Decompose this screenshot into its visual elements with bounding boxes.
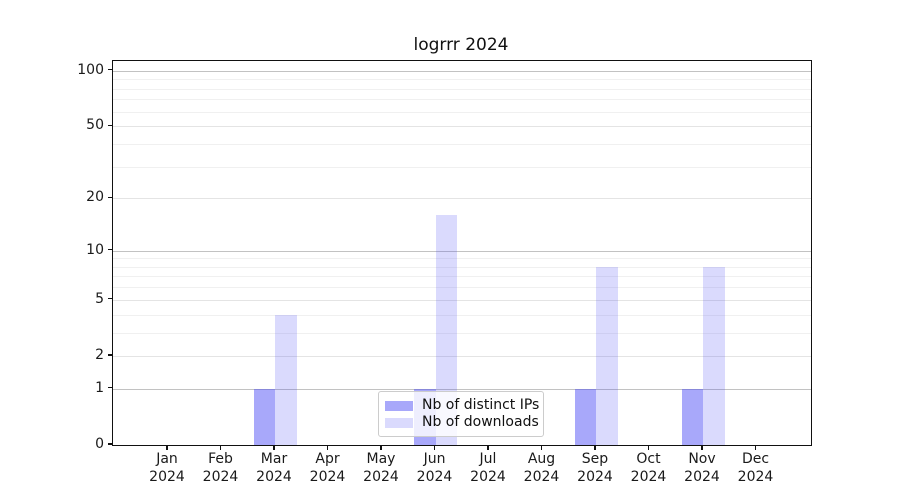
legend: Nb of distinct IPs Nb of downloads — [378, 391, 544, 437]
gridline-y-80 — [113, 88, 811, 90]
gridline-y-8 — [113, 266, 811, 268]
gridline-y-40 — [113, 143, 811, 145]
ytick-label-20: 20 — [86, 189, 104, 206]
bar-distinct-ips-nov — [681, 388, 703, 445]
ytick-label-100: 100 — [77, 61, 104, 78]
gridline-y-10 — [113, 250, 811, 252]
legend-label-distinct-ips: Nb of distinct IPs — [422, 397, 540, 413]
ytick-label-10: 10 — [86, 241, 104, 258]
xtick-label-may: May 2024 — [363, 451, 399, 485]
legend-label-downloads: Nb of downloads — [422, 414, 539, 430]
gridline-y-50 — [113, 126, 811, 128]
xtick-label-mar: Mar 2024 — [256, 451, 292, 485]
xtick-label-jan: Jan 2024 — [149, 451, 185, 485]
gridline-y-2 — [113, 355, 811, 357]
gridline-y-6 — [113, 287, 811, 289]
legend-swatch-downloads — [385, 417, 413, 428]
gridline-y-4 — [113, 314, 811, 316]
gridline-y-7 — [113, 276, 811, 278]
bar-downloads-jun — [435, 215, 457, 445]
chart-title: logrrr 2024 — [413, 35, 509, 55]
ytick-label-0: 0 — [95, 436, 104, 452]
xtick-label-oct: Oct 2024 — [630, 451, 667, 485]
bar-downloads-mar — [275, 314, 297, 445]
xtick-label-apr: Apr 2024 — [309, 451, 346, 485]
bar-distinct-ips-sep — [574, 388, 596, 445]
ytick-label-2: 2 — [95, 346, 104, 363]
xtick-label-dec: Dec 2024 — [737, 451, 774, 485]
xtick-label-nov: Nov 2024 — [684, 451, 720, 485]
gridline-y-70 — [113, 99, 811, 101]
xtick-label-sep: Sep 2024 — [577, 451, 613, 485]
legend-swatch-distinct-ips — [385, 400, 413, 411]
bar-downloads-sep — [596, 266, 618, 445]
bar-distinct-ips-mar — [253, 388, 275, 445]
xtick-label-jul: Jul 2024 — [470, 451, 506, 485]
gridline-y-20 — [113, 198, 811, 200]
bar-downloads-nov — [703, 266, 725, 445]
legend-entry-downloads: Nb of downloads — [385, 415, 539, 430]
gridline-y-60 — [113, 111, 811, 113]
gridline-y-5 — [113, 299, 811, 301]
xtick-label-aug: Aug 2024 — [523, 451, 560, 485]
ytick-label-50: 50 — [86, 117, 104, 134]
gridline-y-100 — [113, 70, 811, 72]
gridline-y-1 — [113, 388, 811, 390]
xtick-label-feb: Feb 2024 — [202, 451, 239, 485]
gridline-y-90 — [113, 79, 811, 81]
xtick-label-jun: Jun 2024 — [416, 451, 453, 485]
legend-entry-distinct-ips: Nb of distinct IPs — [385, 398, 539, 413]
gridline-y-30 — [113, 166, 811, 168]
ytick-label-5: 5 — [95, 290, 104, 307]
gridline-y-9 — [113, 258, 811, 260]
plot-area — [112, 60, 812, 446]
gridline-y-3 — [113, 332, 811, 334]
ytick-label-1: 1 — [95, 379, 104, 396]
